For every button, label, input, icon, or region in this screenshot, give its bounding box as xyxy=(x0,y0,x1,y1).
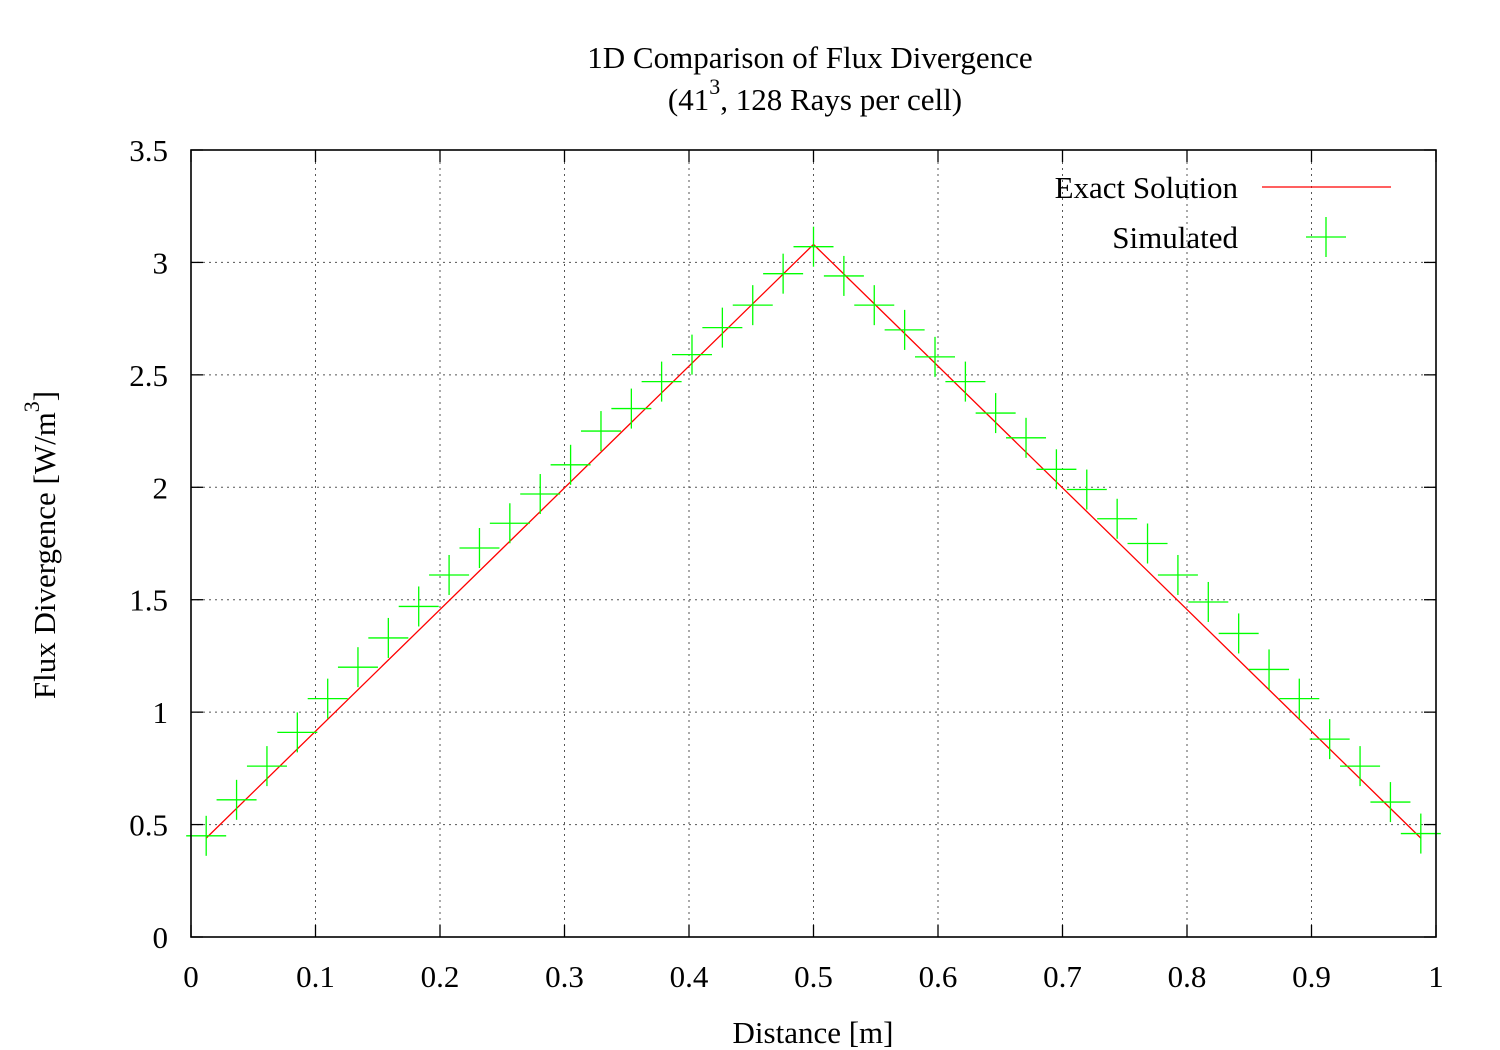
x-tick-label: 0.2 xyxy=(421,959,460,994)
data-point-simulated xyxy=(246,746,287,787)
chart-subtitle: (413, 128 Rays per cell) xyxy=(668,74,962,117)
y-tick-label: 0 xyxy=(153,920,169,955)
y-tick-label: 3.5 xyxy=(129,133,168,168)
data-point-simulated xyxy=(489,503,530,544)
y-tick-label: 1 xyxy=(153,695,169,730)
y-axis-label: Flux Divergence [W/m3] xyxy=(19,391,62,699)
data-point-simulated xyxy=(1188,581,1229,622)
data-point-simulated xyxy=(1249,649,1290,690)
x-tick-label: 0.5 xyxy=(794,959,833,994)
data-point-simulated xyxy=(429,554,470,595)
data-point-simulated xyxy=(854,285,895,326)
data-point-simulated xyxy=(337,647,378,688)
data-point-simulated xyxy=(1157,554,1198,595)
grid-lines xyxy=(191,150,1436,937)
data-point-simulated xyxy=(702,307,743,348)
data-point-simulated xyxy=(884,309,925,350)
y-tick-label: 2 xyxy=(153,470,169,505)
data-point-simulated xyxy=(1400,813,1441,854)
legend-label-exact-solution: Exact Solution xyxy=(1055,170,1239,205)
x-tick-label: 0.6 xyxy=(919,959,958,994)
data-point-simulated xyxy=(793,226,834,267)
data-point-simulated xyxy=(307,678,348,719)
data-point-simulated xyxy=(915,336,956,377)
y-tick-label: 1.5 xyxy=(129,583,168,618)
x-tick-label: 0.7 xyxy=(1043,959,1082,994)
data-point-simulated xyxy=(975,393,1016,434)
data-point-simulated xyxy=(945,361,986,402)
data-point-simulated xyxy=(520,474,561,515)
data-point-simulated xyxy=(1370,782,1411,823)
data-point-simulated xyxy=(732,285,773,326)
tick-labels: 0 0.1 0.2 0.3 0.4 0.5 0.6 0.7 0.8 0.9 1 0 0.5 1 1.5 2 2.… xyxy=(129,133,1444,994)
data-point-simulated xyxy=(550,444,591,485)
legend-key-simulated xyxy=(1306,217,1346,257)
x-tick-label: 0.9 xyxy=(1292,959,1331,994)
x-axis-label: Distance [m] xyxy=(733,1015,894,1050)
data-point-simulated xyxy=(641,361,682,402)
data-point-simulated xyxy=(398,586,439,627)
y-tick-label: 2.5 xyxy=(129,358,168,393)
data-point-simulated xyxy=(1340,746,1381,787)
data-point-simulated xyxy=(1279,678,1320,719)
data-point-simulated xyxy=(216,779,257,820)
x-tick-label: 1 xyxy=(1428,959,1444,994)
data-point-simulated xyxy=(1036,449,1077,490)
data-point-simulated xyxy=(459,527,500,568)
data-point-simulated xyxy=(1066,469,1107,510)
data-point-simulated xyxy=(1218,613,1259,654)
data-point-simulated xyxy=(763,253,804,294)
plot-frame xyxy=(190,149,1437,938)
y-tick-label: 0.5 xyxy=(129,808,168,843)
x-tick-label: 0.4 xyxy=(670,959,709,994)
x-tick-label: 0.1 xyxy=(296,959,335,994)
plot-series xyxy=(186,226,1441,856)
data-point-simulated xyxy=(611,388,652,429)
data-point-simulated xyxy=(823,255,864,296)
legend: Exact Solution Simulated xyxy=(1055,170,1391,257)
x-tick-label: 0.8 xyxy=(1168,959,1207,994)
legend-label-simulated: Simulated xyxy=(1112,220,1238,255)
y-tick-label: 3 xyxy=(153,245,169,280)
data-point-simulated xyxy=(186,815,227,856)
x-tick-label: 0.3 xyxy=(545,959,584,994)
chart-title: 1D Comparison of Flux Divergence xyxy=(587,40,1032,75)
data-point-simulated xyxy=(580,411,621,452)
data-point-simulated xyxy=(1006,417,1047,458)
x-tick-label: 0 xyxy=(183,959,199,994)
data-point-simulated xyxy=(1097,498,1138,539)
data-point-simulated xyxy=(277,712,318,753)
data-point-simulated xyxy=(671,334,712,375)
data-point-simulated xyxy=(368,617,409,658)
data-point-simulated xyxy=(1127,523,1168,564)
data-point-simulated xyxy=(1309,719,1350,760)
